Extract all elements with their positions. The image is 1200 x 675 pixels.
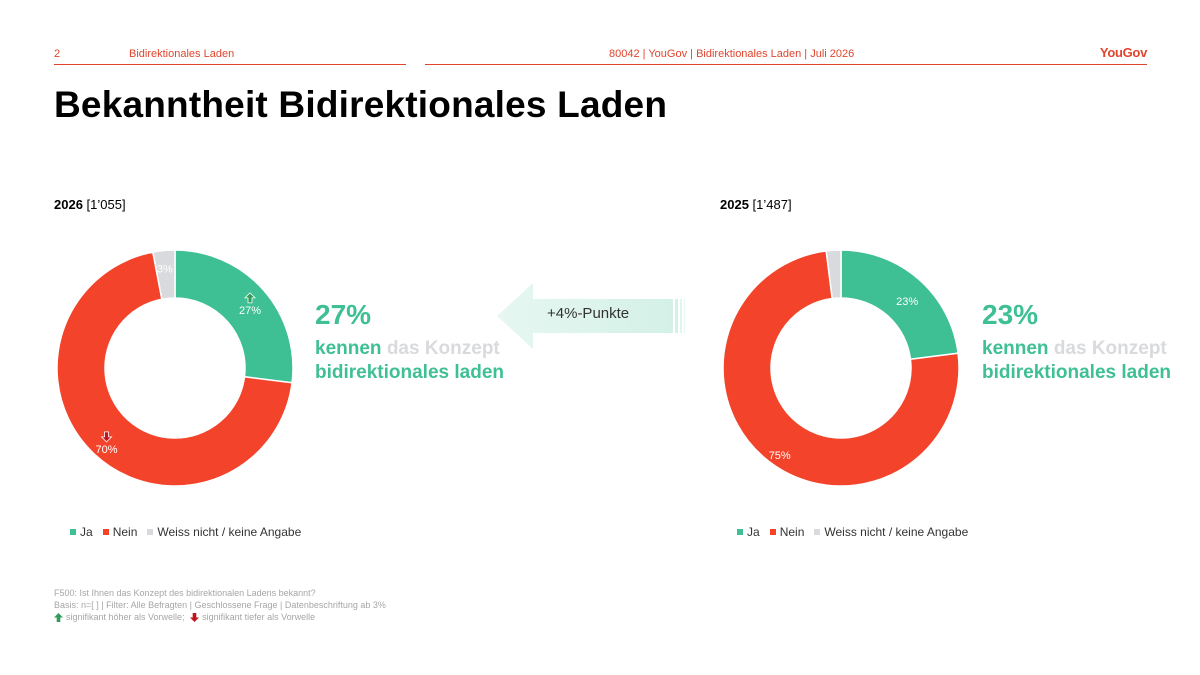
- page-number: 2: [54, 48, 61, 60]
- footnote-question: F500: Ist Ihnen das Konzept des bidirekt…: [54, 588, 316, 598]
- data-label-ja: 23%: [896, 296, 918, 308]
- headline-bidi: bidirektionales laden: [982, 362, 1171, 383]
- slice-ja: [174, 249, 294, 384]
- headline-pct-2025: 23%: [982, 299, 1039, 330]
- change-label: +4%-Punkte: [547, 305, 630, 322]
- data-label-nein: 75%: [769, 450, 791, 462]
- legend-item-ja: Ja: [737, 525, 760, 539]
- arrow-down-icon: [100, 431, 113, 443]
- headline-konzept: das Konzept: [1053, 338, 1167, 359]
- legend-swatch: [147, 529, 154, 535]
- chart-2025-heading: 2025 [1’487]: [720, 197, 792, 212]
- legend-swatch: [814, 529, 821, 535]
- slice-weiss-nicht: [825, 249, 842, 300]
- change-arrow: [497, 283, 685, 349]
- legend-swatch: [737, 529, 743, 535]
- headline-text-2025: kennen das Konzept bidirektionales laden: [982, 337, 1172, 385]
- legend-swatch: [769, 529, 776, 535]
- headline-kennen: kennen: [315, 338, 382, 359]
- chart-2026-n: [1’055]: [86, 197, 126, 212]
- legend-label: Nein: [779, 525, 805, 539]
- data-label-ja: 27%: [239, 305, 261, 317]
- section-name: Bidirektionales Laden: [129, 48, 235, 60]
- chart-2025-year: 2025: [720, 197, 749, 212]
- headline-text-2026: kennen das Konzept bidirektionales laden: [315, 337, 505, 385]
- legend-2025: Ja Nein Weiss nicht / keine Angabe: [737, 525, 978, 539]
- sig-down-text: signifikant tiefer als Vorwelle: [202, 612, 316, 622]
- header-rule-right: [425, 64, 1147, 65]
- arrow-down-icon: [190, 613, 200, 623]
- yougov-logo: YouGov: [1099, 45, 1147, 60]
- page-title: Bekanntheit Bidirektionales Laden: [54, 84, 668, 125]
- slice-weiss-nicht: [152, 249, 176, 301]
- slice-nein: [56, 251, 293, 487]
- legend-label: Weiss nicht / keine Angabe: [824, 525, 969, 539]
- header-rule-left: [54, 64, 406, 65]
- headline-konzept: das Konzept: [386, 338, 500, 359]
- legend-label: Ja: [80, 525, 93, 539]
- legend-label: Ja: [747, 525, 760, 539]
- donut-chart-2026: 27% 70% 3%: [56, 249, 294, 487]
- legend-item-ja: Ja: [70, 525, 93, 539]
- arrow-up-icon: [244, 292, 256, 304]
- legend-item-nein: Nein: [102, 525, 138, 539]
- sig-up-text: signifikant höher als Vorwelle;: [66, 612, 185, 622]
- legend-item-weiss-nicht: Weiss nicht / keine Angabe: [147, 525, 301, 539]
- chart-2026-year: 2026: [54, 197, 83, 212]
- donut-chart-2025: 23% 75%: [722, 249, 960, 487]
- footnote-basis: Basis: n=[ ] | Filter: Alle Befragten | …: [54, 600, 386, 610]
- legend-swatch: [70, 529, 76, 535]
- legend-swatch: [102, 529, 109, 535]
- data-label-nein: 70%: [96, 444, 118, 456]
- data-label-weiss-nicht: 3%: [157, 263, 173, 275]
- headline-kennen: kennen: [982, 338, 1049, 359]
- legend-item-weiss-nicht: Weiss nicht / keine Angabe: [814, 525, 968, 539]
- chart-2026-heading: 2026 [1’055]: [54, 197, 126, 212]
- legend-item-nein: Nein: [769, 525, 805, 539]
- legend-label: Weiss nicht / keine Angabe: [157, 525, 302, 539]
- chart-2025-n: [1’487]: [752, 197, 792, 212]
- headline-pct-2026: 27%: [315, 299, 372, 330]
- headline-bidi: bidirektionales laden: [315, 362, 504, 383]
- footnote-significance: signifikant höher als Vorwelle; signifik…: [54, 612, 316, 623]
- project-info: 80042 | YouGov | Bidirektionales Laden |…: [609, 48, 855, 60]
- arrow-up-icon: [54, 613, 63, 623]
- legend-2026: Ja Nein Weiss nicht / keine Angabe: [70, 525, 311, 539]
- legend-label: Nein: [112, 525, 138, 539]
- slice-nein: [722, 250, 960, 487]
